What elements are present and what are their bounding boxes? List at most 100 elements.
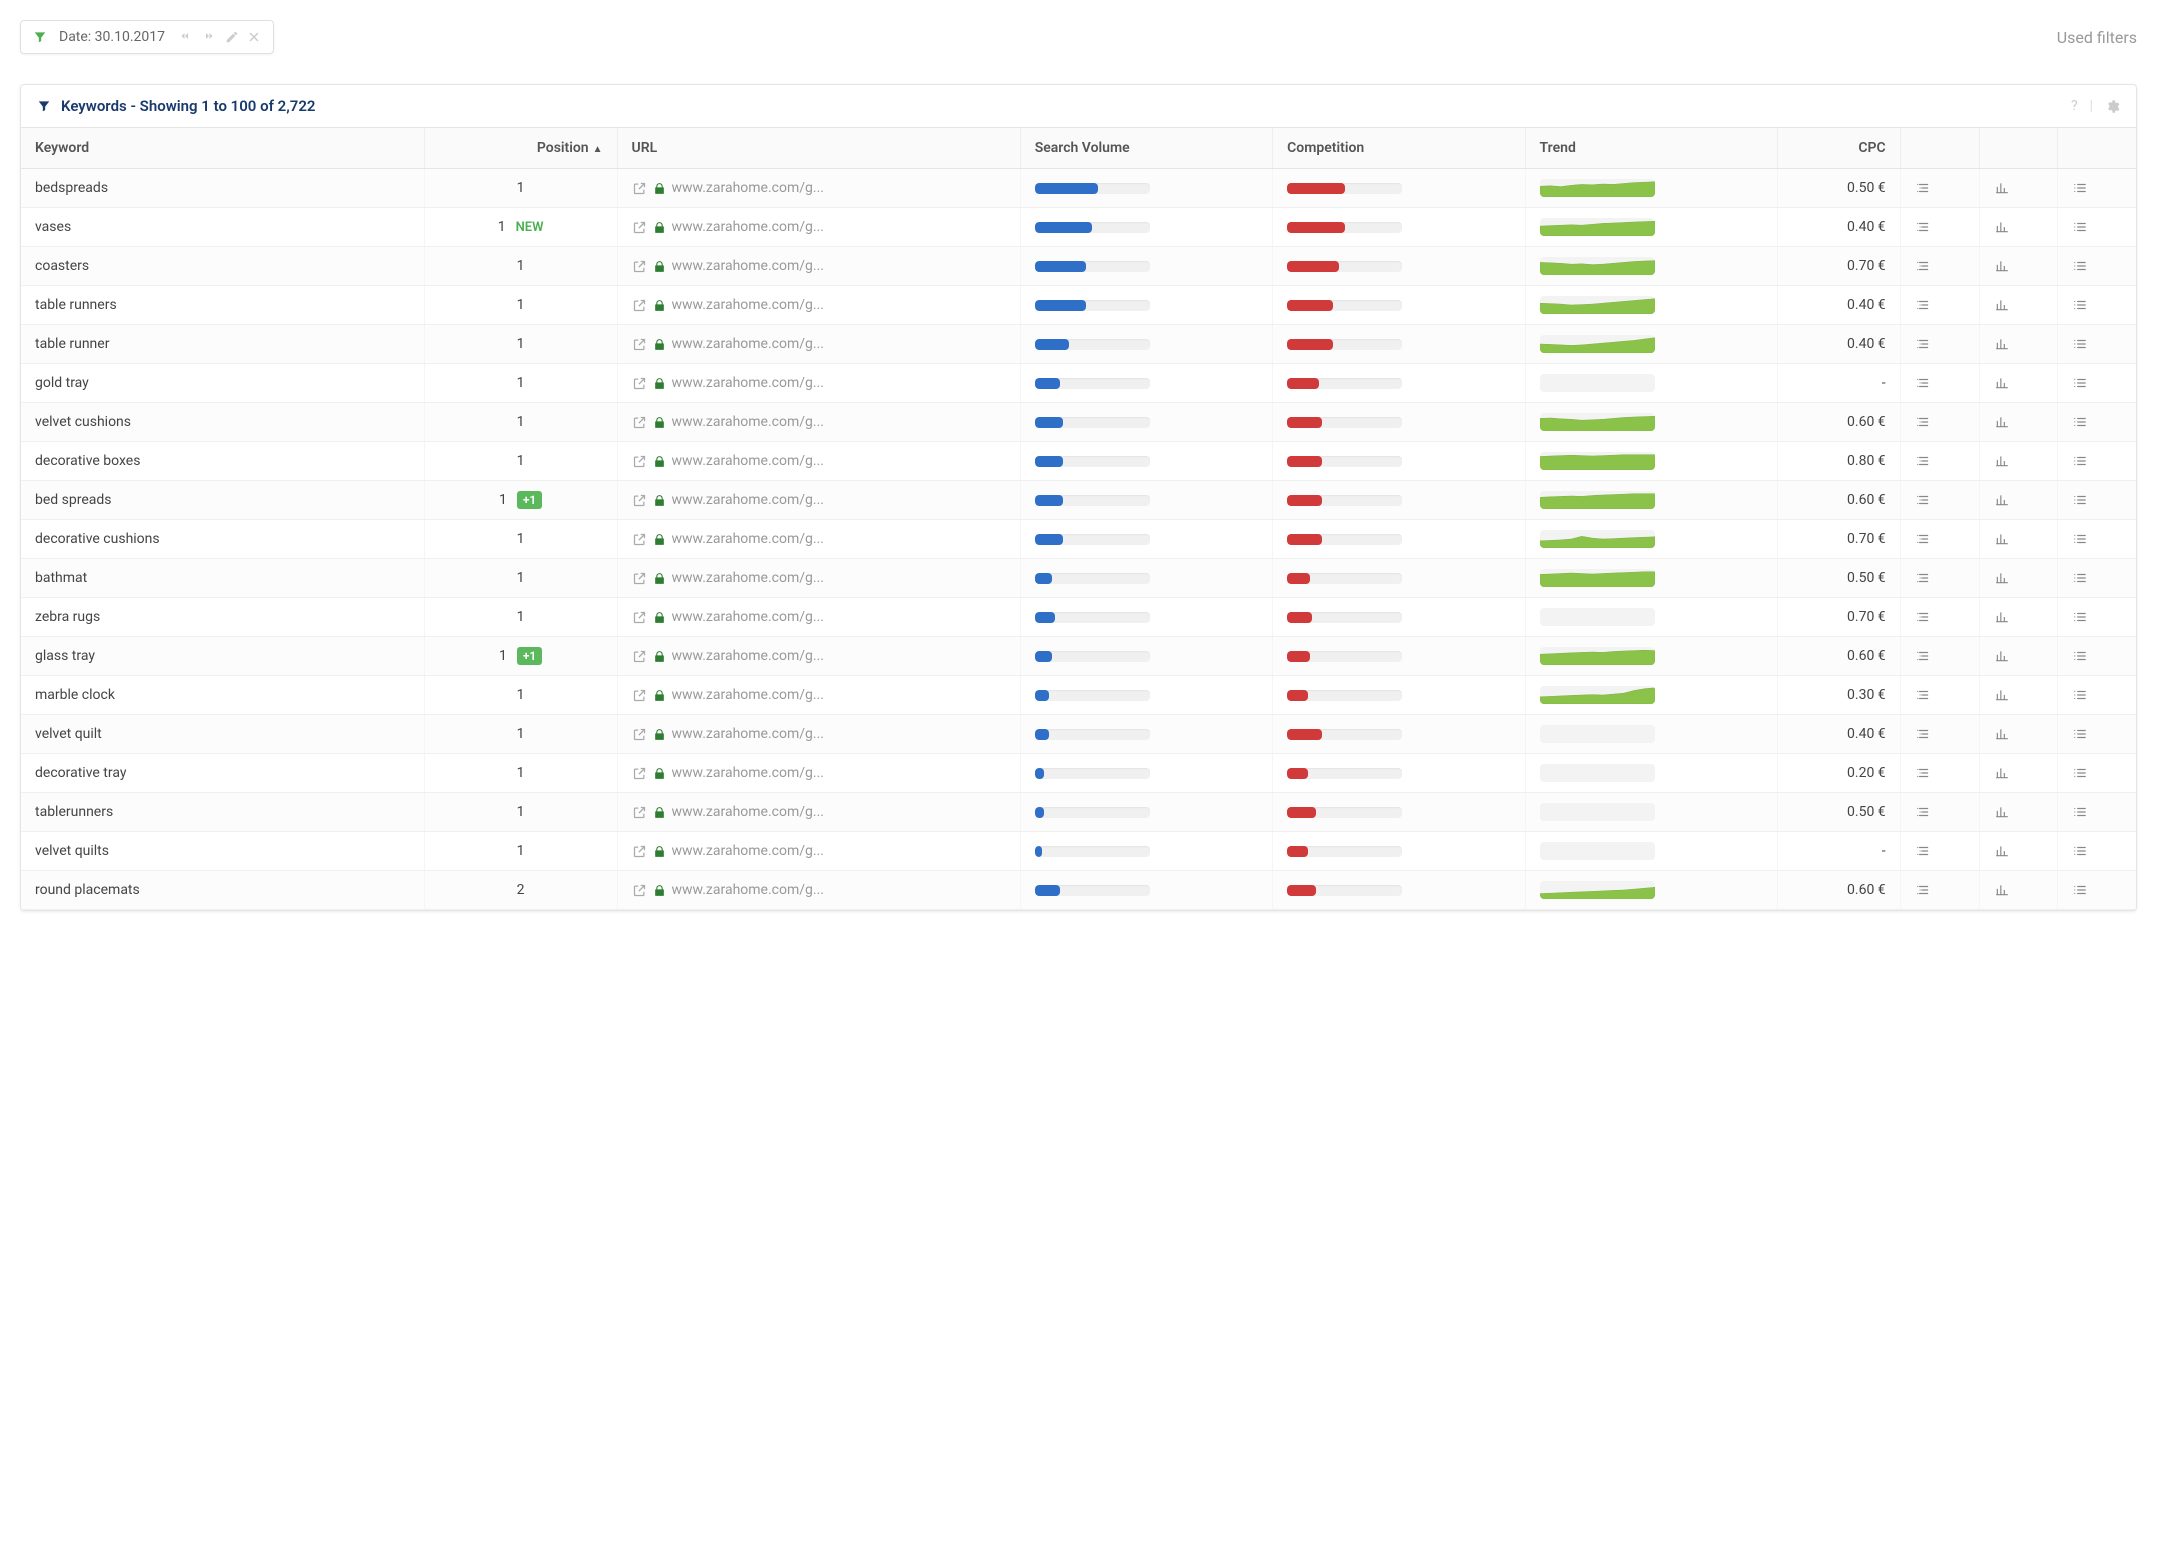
- url-text[interactable]: www.zarahome.com/g...: [672, 726, 824, 742]
- chart-icon[interactable]: [1994, 337, 2044, 351]
- chart-icon[interactable]: [1994, 610, 2044, 624]
- close-icon[interactable]: [247, 30, 261, 44]
- external-link-icon[interactable]: [632, 805, 647, 820]
- url-text[interactable]: www.zarahome.com/g...: [672, 180, 824, 196]
- keyword-cell[interactable]: table runners: [21, 286, 424, 325]
- col-position[interactable]: Position▲: [424, 128, 617, 169]
- help-icon[interactable]: ?: [2071, 98, 2078, 114]
- chart-icon[interactable]: [1994, 259, 2044, 273]
- keyword-cell[interactable]: bed spreads: [21, 481, 424, 520]
- indent-icon[interactable]: [1915, 454, 1965, 468]
- url-text[interactable]: www.zarahome.com/g...: [672, 765, 824, 781]
- url-text[interactable]: www.zarahome.com/g...: [672, 258, 824, 274]
- url-text[interactable]: www.zarahome.com/g...: [672, 843, 824, 859]
- keyword-cell[interactable]: decorative boxes: [21, 442, 424, 481]
- list-icon[interactable]: [2072, 571, 2122, 585]
- external-link-icon[interactable]: [632, 727, 647, 742]
- chart-icon[interactable]: [1994, 220, 2044, 234]
- external-link-icon[interactable]: [632, 532, 647, 547]
- url-text[interactable]: www.zarahome.com/g...: [672, 804, 824, 820]
- col-competition[interactable]: Competition: [1273, 128, 1525, 169]
- chart-icon[interactable]: [1994, 298, 2044, 312]
- keyword-cell[interactable]: glass tray: [21, 637, 424, 676]
- url-text[interactable]: www.zarahome.com/g...: [672, 609, 824, 625]
- external-link-icon[interactable]: [632, 259, 647, 274]
- list-icon[interactable]: [2072, 610, 2122, 624]
- list-icon[interactable]: [2072, 454, 2122, 468]
- indent-icon[interactable]: [1915, 181, 1965, 195]
- list-icon[interactable]: [2072, 805, 2122, 819]
- keyword-cell[interactable]: gold tray: [21, 364, 424, 403]
- keyword-cell[interactable]: coasters: [21, 247, 424, 286]
- keyword-cell[interactable]: velvet cushions: [21, 403, 424, 442]
- chart-icon[interactable]: [1994, 376, 2044, 390]
- list-icon[interactable]: [2072, 181, 2122, 195]
- edit-icon[interactable]: [225, 30, 239, 44]
- keyword-cell[interactable]: tablerunners: [21, 793, 424, 832]
- external-link-icon[interactable]: [632, 415, 647, 430]
- keyword-cell[interactable]: table runner: [21, 325, 424, 364]
- indent-icon[interactable]: [1915, 805, 1965, 819]
- list-icon[interactable]: [2072, 298, 2122, 312]
- indent-icon[interactable]: [1915, 571, 1965, 585]
- external-link-icon[interactable]: [632, 454, 647, 469]
- external-link-icon[interactable]: [632, 376, 647, 391]
- col-cpc[interactable]: CPC: [1777, 128, 1900, 169]
- chart-icon[interactable]: [1994, 532, 2044, 546]
- url-text[interactable]: www.zarahome.com/g...: [672, 336, 824, 352]
- indent-icon[interactable]: [1915, 415, 1965, 429]
- chart-icon[interactable]: [1994, 688, 2044, 702]
- keyword-cell[interactable]: marble clock: [21, 676, 424, 715]
- used-filters-link[interactable]: Used filters: [2057, 28, 2137, 47]
- col-search-volume[interactable]: Search Volume: [1020, 128, 1272, 169]
- external-link-icon[interactable]: [632, 766, 647, 781]
- url-text[interactable]: www.zarahome.com/g...: [672, 219, 824, 235]
- external-link-icon[interactable]: [632, 649, 647, 664]
- chart-icon[interactable]: [1994, 493, 2044, 507]
- indent-icon[interactable]: [1915, 610, 1965, 624]
- list-icon[interactable]: [2072, 259, 2122, 273]
- list-icon[interactable]: [2072, 883, 2122, 897]
- list-icon[interactable]: [2072, 415, 2122, 429]
- list-icon[interactable]: [2072, 493, 2122, 507]
- external-link-icon[interactable]: [632, 298, 647, 313]
- keyword-cell[interactable]: decorative cushions: [21, 520, 424, 559]
- list-icon[interactable]: [2072, 649, 2122, 663]
- indent-icon[interactable]: [1915, 727, 1965, 741]
- prev-icon[interactable]: [177, 30, 193, 44]
- col-trend[interactable]: Trend: [1525, 128, 1777, 169]
- external-link-icon[interactable]: [632, 181, 647, 196]
- external-link-icon[interactable]: [632, 610, 647, 625]
- list-icon[interactable]: [2072, 337, 2122, 351]
- indent-icon[interactable]: [1915, 844, 1965, 858]
- external-link-icon[interactable]: [632, 220, 647, 235]
- url-text[interactable]: www.zarahome.com/g...: [672, 570, 824, 586]
- keyword-cell[interactable]: zebra rugs: [21, 598, 424, 637]
- indent-icon[interactable]: [1915, 220, 1965, 234]
- col-url[interactable]: URL: [617, 128, 1020, 169]
- col-keyword[interactable]: Keyword: [21, 128, 424, 169]
- list-icon[interactable]: [2072, 727, 2122, 741]
- chart-icon[interactable]: [1994, 766, 2044, 780]
- indent-icon[interactable]: [1915, 688, 1965, 702]
- keyword-cell[interactable]: velvet quilt: [21, 715, 424, 754]
- chart-icon[interactable]: [1994, 571, 2044, 585]
- keyword-cell[interactable]: round placemats: [21, 871, 424, 910]
- indent-icon[interactable]: [1915, 376, 1965, 390]
- keyword-cell[interactable]: vases: [21, 208, 424, 247]
- url-text[interactable]: www.zarahome.com/g...: [672, 297, 824, 313]
- indent-icon[interactable]: [1915, 532, 1965, 546]
- list-icon[interactable]: [2072, 844, 2122, 858]
- url-text[interactable]: www.zarahome.com/g...: [672, 531, 824, 547]
- indent-icon[interactable]: [1915, 649, 1965, 663]
- external-link-icon[interactable]: [632, 337, 647, 352]
- keyword-cell[interactable]: velvet quilts: [21, 832, 424, 871]
- indent-icon[interactable]: [1915, 766, 1965, 780]
- chart-icon[interactable]: [1994, 181, 2044, 195]
- chart-icon[interactable]: [1994, 844, 2044, 858]
- chart-icon[interactable]: [1994, 727, 2044, 741]
- indent-icon[interactable]: [1915, 337, 1965, 351]
- url-text[interactable]: www.zarahome.com/g...: [672, 648, 824, 664]
- url-text[interactable]: www.zarahome.com/g...: [672, 492, 824, 508]
- list-icon[interactable]: [2072, 688, 2122, 702]
